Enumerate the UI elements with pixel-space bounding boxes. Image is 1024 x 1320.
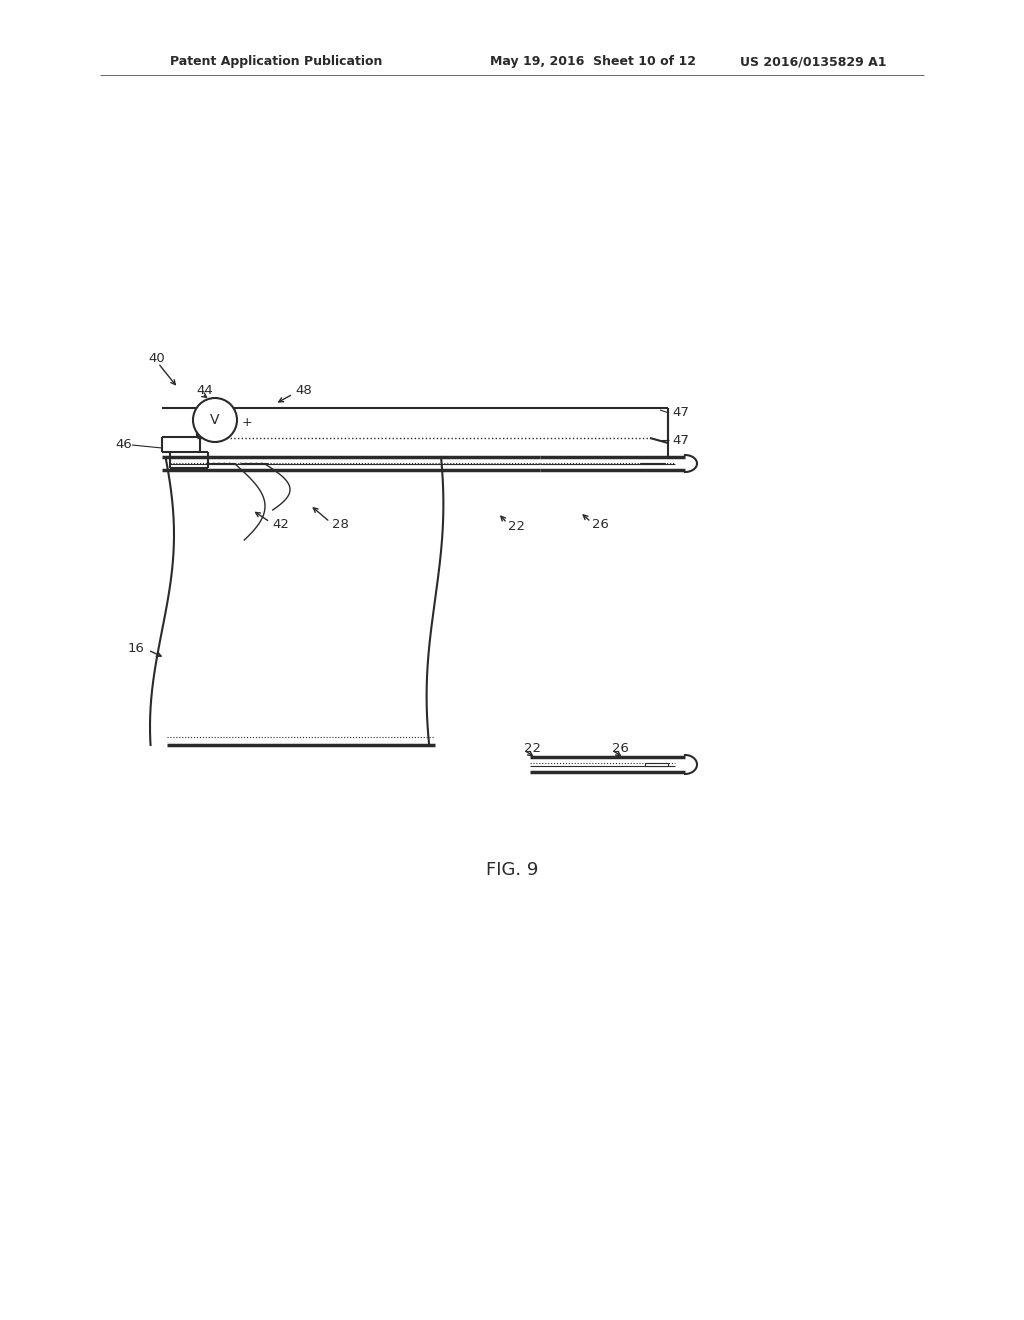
Text: 42: 42 — [272, 519, 289, 532]
Text: 47: 47 — [672, 433, 689, 446]
Text: V: V — [210, 413, 220, 426]
Text: 26: 26 — [612, 742, 629, 755]
Text: 44: 44 — [196, 384, 213, 396]
Bar — [645, 763, 668, 766]
Text: 48: 48 — [295, 384, 311, 396]
Text: +: + — [242, 416, 253, 429]
Text: 16: 16 — [127, 642, 144, 655]
Text: 26: 26 — [592, 519, 609, 532]
Text: FIG. 9: FIG. 9 — [485, 861, 539, 879]
Circle shape — [193, 399, 237, 442]
Text: 40: 40 — [148, 351, 165, 364]
Text: 22: 22 — [508, 520, 525, 532]
Text: 46: 46 — [116, 438, 132, 451]
Text: 47: 47 — [672, 407, 689, 420]
Text: May 19, 2016  Sheet 10 of 12: May 19, 2016 Sheet 10 of 12 — [490, 55, 696, 69]
Text: 22: 22 — [524, 742, 541, 755]
Text: Patent Application Publication: Patent Application Publication — [170, 55, 382, 69]
Text: US 2016/0135829 A1: US 2016/0135829 A1 — [740, 55, 887, 69]
Text: 28: 28 — [332, 519, 349, 532]
